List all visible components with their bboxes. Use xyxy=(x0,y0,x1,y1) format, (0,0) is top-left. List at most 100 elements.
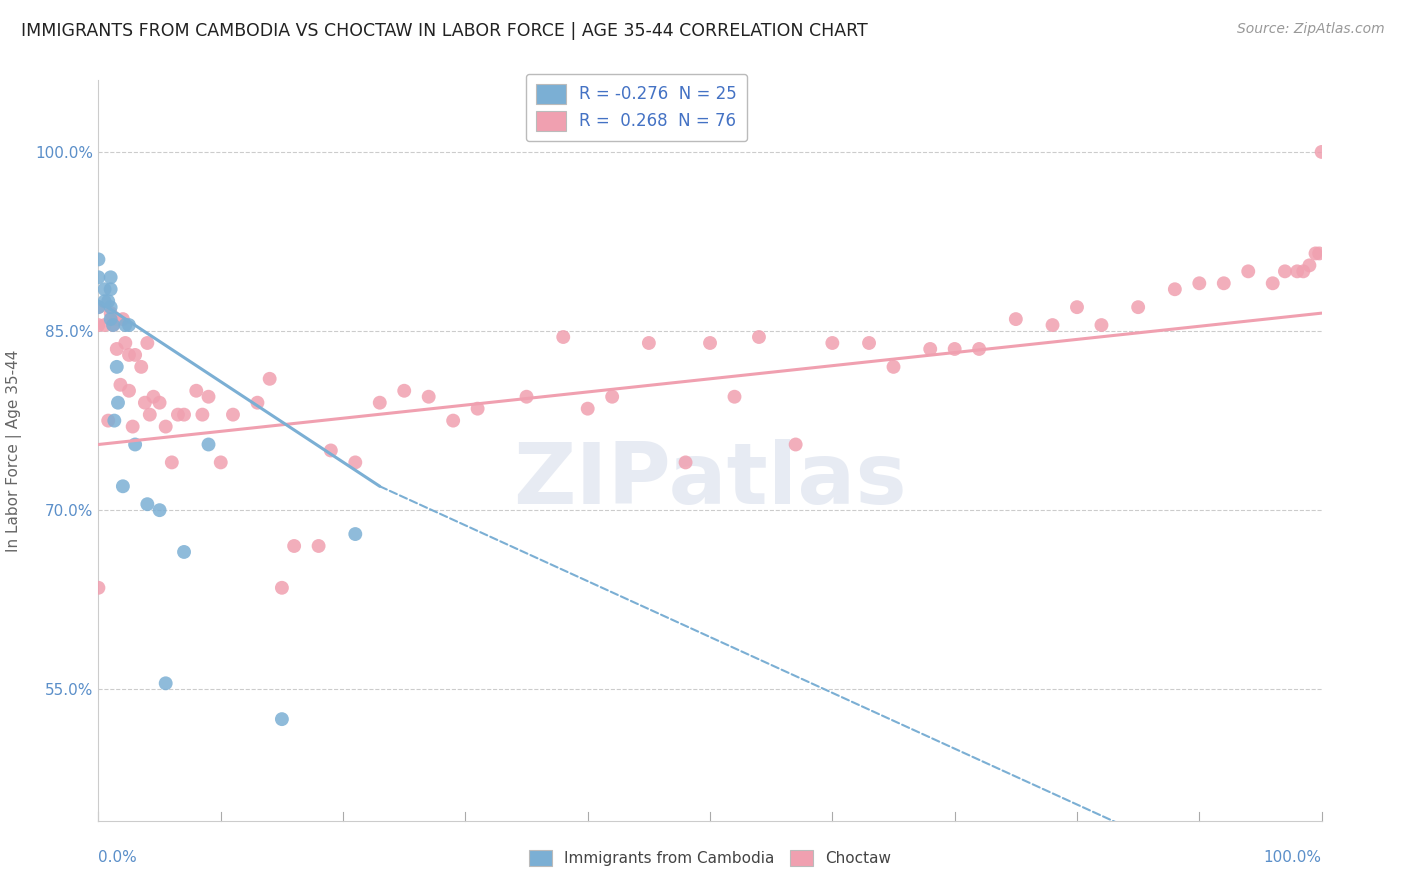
Point xyxy=(1164,282,1187,296)
Point xyxy=(392,384,416,398)
Point xyxy=(515,390,537,404)
Point xyxy=(209,455,232,469)
Legend: Immigrants from Cambodia, Choctaw: Immigrants from Cambodia, Choctaw xyxy=(523,844,897,872)
Point xyxy=(100,300,122,314)
Point xyxy=(136,336,159,351)
Text: Source: ZipAtlas.com: Source: ZipAtlas.com xyxy=(1237,22,1385,37)
Point xyxy=(97,294,120,309)
Y-axis label: In Labor Force | Age 35-44: In Labor Force | Age 35-44 xyxy=(6,350,21,551)
Point xyxy=(1261,277,1284,291)
Point xyxy=(110,377,132,392)
Point xyxy=(87,300,110,314)
Point xyxy=(149,503,172,517)
Point xyxy=(105,312,128,326)
Point xyxy=(186,384,208,398)
Point xyxy=(943,342,966,356)
Point xyxy=(1286,264,1309,278)
Point xyxy=(100,306,122,320)
Point xyxy=(139,408,162,422)
Point xyxy=(87,252,110,267)
Point xyxy=(1066,300,1088,314)
Point xyxy=(118,318,141,332)
Point xyxy=(93,282,115,296)
Point xyxy=(87,318,110,332)
Point xyxy=(441,414,464,428)
Text: 0.0%: 0.0% xyxy=(98,850,138,865)
Point xyxy=(308,539,330,553)
Point xyxy=(87,270,110,285)
Point xyxy=(1004,312,1026,326)
Point xyxy=(1042,318,1064,332)
Point xyxy=(967,342,990,356)
Point xyxy=(1292,264,1315,278)
Point xyxy=(103,414,125,428)
Point xyxy=(675,455,697,469)
Point xyxy=(1237,264,1260,278)
Point xyxy=(124,348,146,362)
Point xyxy=(155,419,177,434)
Point xyxy=(142,390,165,404)
Point xyxy=(283,539,305,553)
Point xyxy=(259,372,281,386)
Point xyxy=(167,408,190,422)
Point xyxy=(136,497,159,511)
Point xyxy=(222,408,245,422)
Point xyxy=(553,330,575,344)
Point xyxy=(111,479,134,493)
Point xyxy=(100,282,122,296)
Point xyxy=(105,359,128,374)
Point xyxy=(87,300,110,314)
Point xyxy=(129,359,152,374)
Point xyxy=(723,390,745,404)
Point xyxy=(418,390,440,404)
Point xyxy=(699,336,721,351)
Point xyxy=(100,270,122,285)
Point xyxy=(785,437,807,451)
Text: ZIPatlas: ZIPatlas xyxy=(513,439,907,522)
Point xyxy=(246,395,269,409)
Point xyxy=(1188,277,1211,291)
Point xyxy=(600,390,623,404)
Point xyxy=(821,336,844,351)
Point xyxy=(155,676,177,690)
Text: 100.0%: 100.0% xyxy=(1264,850,1322,865)
Point xyxy=(114,318,136,332)
Point xyxy=(173,545,195,559)
Point xyxy=(637,336,661,351)
Point xyxy=(197,390,219,404)
Point xyxy=(105,342,128,356)
Point xyxy=(101,318,124,332)
Point xyxy=(134,395,156,409)
Point xyxy=(1090,318,1112,332)
Point xyxy=(160,455,183,469)
Point xyxy=(1212,277,1234,291)
Point xyxy=(118,348,141,362)
Point xyxy=(344,455,367,469)
Point xyxy=(124,437,146,451)
Point xyxy=(748,330,770,344)
Point xyxy=(858,336,880,351)
Point xyxy=(576,401,599,416)
Point xyxy=(114,336,136,351)
Point xyxy=(100,312,122,326)
Point xyxy=(270,581,294,595)
Point xyxy=(1298,259,1320,273)
Point xyxy=(107,395,129,409)
Point xyxy=(93,318,115,332)
Point xyxy=(319,443,342,458)
Point xyxy=(93,294,115,309)
Point xyxy=(1310,145,1333,159)
Point xyxy=(101,318,124,332)
Point xyxy=(197,437,219,451)
Point xyxy=(270,712,294,726)
Point xyxy=(87,581,110,595)
Point xyxy=(118,384,141,398)
Point xyxy=(149,395,172,409)
Point xyxy=(920,342,942,356)
Text: IMMIGRANTS FROM CAMBODIA VS CHOCTAW IN LABOR FORCE | AGE 35-44 CORRELATION CHART: IMMIGRANTS FROM CAMBODIA VS CHOCTAW IN L… xyxy=(21,22,868,40)
Point xyxy=(121,419,143,434)
Point xyxy=(97,414,120,428)
Point xyxy=(173,408,195,422)
Point xyxy=(1308,246,1330,260)
Point xyxy=(368,395,391,409)
